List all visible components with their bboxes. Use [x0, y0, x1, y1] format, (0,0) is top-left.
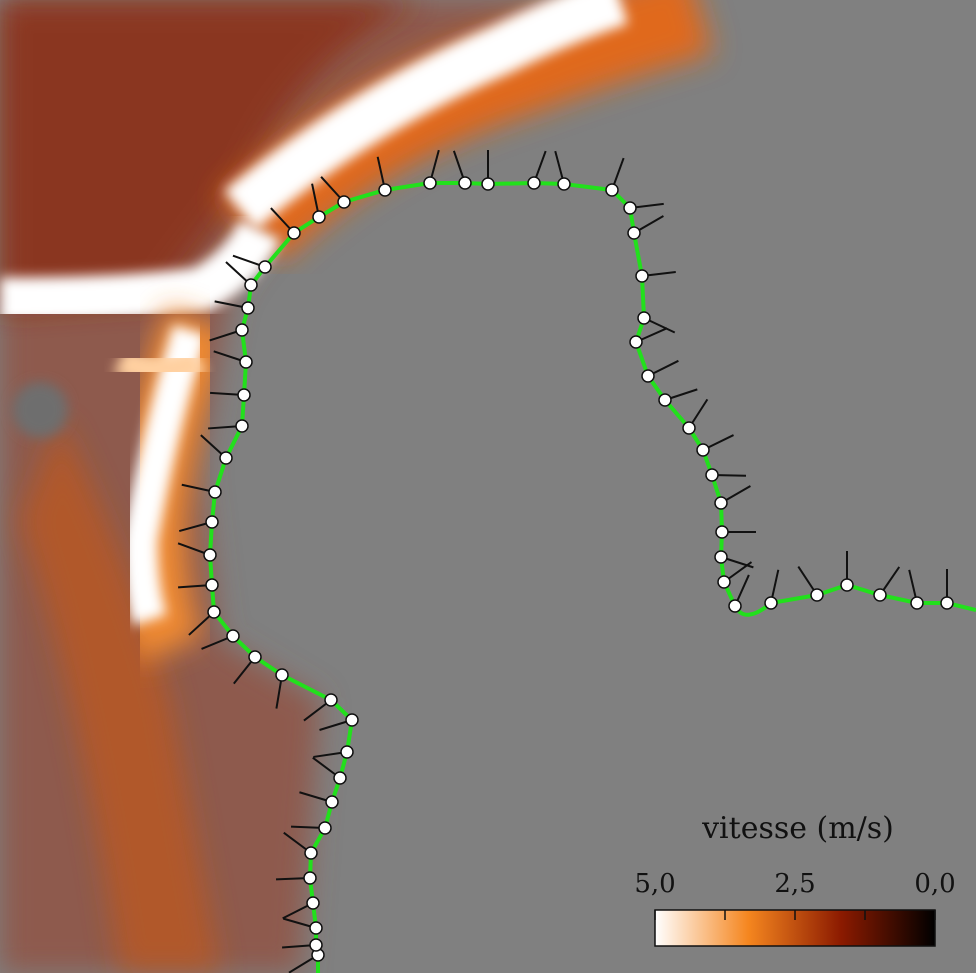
- boundary-node: [682, 421, 696, 435]
- boundary-node: [481, 177, 495, 191]
- boundary-node: [237, 388, 251, 402]
- boundary-node: [635, 269, 649, 283]
- boundary-node: [333, 771, 347, 785]
- boundary-node: [717, 575, 731, 589]
- boundary-node: [205, 515, 219, 529]
- boundary-node: [627, 226, 641, 240]
- boundary-node: [705, 468, 719, 482]
- boundary-node: [873, 588, 887, 602]
- boundary-node: [337, 195, 351, 209]
- colorbar: vitesse (m/s) 5,0 2,5 0,0: [634, 811, 956, 947]
- boundary-node: [235, 419, 249, 433]
- boundary-node: [340, 745, 354, 759]
- boundary-node: [605, 183, 619, 197]
- boundary-node: [309, 938, 323, 952]
- boundary-node: [309, 921, 323, 935]
- boundary-node: [840, 578, 854, 592]
- boundary-node: [306, 896, 320, 910]
- boundary-node: [714, 550, 728, 564]
- boundary-node: [303, 871, 317, 885]
- boundary-node: [629, 335, 643, 349]
- boundary-node: [207, 605, 221, 619]
- boundary-node: [312, 210, 326, 224]
- boundary-node: [423, 176, 437, 190]
- boundary-node: [714, 496, 728, 510]
- boundary-node: [458, 176, 472, 190]
- boundary-node: [637, 311, 651, 325]
- boundary-node: [810, 588, 824, 602]
- boundary-node: [324, 693, 338, 707]
- boundary-node: [715, 525, 729, 539]
- boundary-node: [208, 485, 222, 499]
- boundary-node: [239, 355, 253, 369]
- boundary-node: [304, 846, 318, 860]
- boundary-node: [641, 369, 655, 383]
- boundary-node: [244, 278, 258, 292]
- boundary-node: [287, 226, 301, 240]
- boundary-node: [345, 713, 359, 727]
- boundary-line: [207, 180, 976, 973]
- boundary-node: [527, 176, 541, 190]
- boundary-node: [696, 443, 710, 457]
- boundary-node: [557, 177, 571, 191]
- colorbar-tick-label: 2,5: [774, 869, 815, 899]
- boundary-node: [226, 629, 240, 643]
- boundary-node: [205, 578, 219, 592]
- boundary-node: [275, 668, 289, 682]
- boundary-node: [623, 201, 637, 215]
- boundary-node: [658, 393, 672, 407]
- boundary-node: [241, 301, 255, 315]
- colorbar-tick-label: 5,0: [634, 869, 675, 899]
- boundary-node: [764, 596, 778, 610]
- boundary-node: [235, 323, 249, 337]
- boundary-node: [318, 821, 332, 835]
- boundary-node: [203, 548, 217, 562]
- boundary-node: [258, 260, 272, 274]
- boundary-node: [325, 795, 339, 809]
- colorbar-tick-label: 0,0: [914, 869, 955, 899]
- boundary-node: [219, 451, 233, 465]
- boundary-node: [910, 596, 924, 610]
- boundary-node: [248, 650, 262, 664]
- boundary-node: [728, 599, 742, 613]
- boundary-node: [378, 183, 392, 197]
- boundary: [177, 149, 976, 973]
- flow-field: [0, 0, 713, 973]
- colorbar-title: vitesse (m/s): [701, 811, 894, 846]
- boundary-node: [940, 596, 954, 610]
